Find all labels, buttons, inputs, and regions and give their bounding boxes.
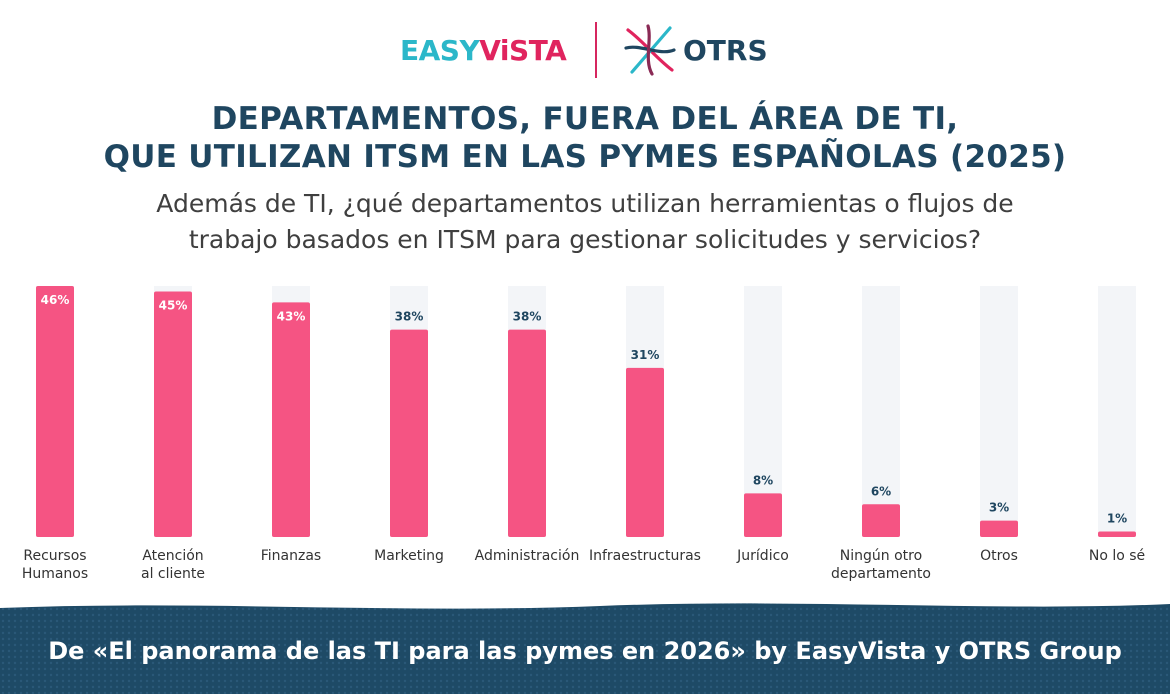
category-label: No lo sé	[1089, 548, 1145, 564]
logo-divider	[595, 22, 597, 78]
category-label: al cliente	[141, 566, 205, 582]
bar-value-label: 38%	[513, 310, 542, 324]
bar-chart: 46% Recursos Humanos 45% Atención al cliente 4…	[22, 286, 1145, 582]
bar-value-label: 31%	[631, 348, 660, 362]
bar-value-label: 43%	[277, 309, 306, 323]
category-label: Jurídico	[736, 548, 789, 564]
category-label: Administración	[475, 548, 580, 564]
bar	[1098, 531, 1136, 537]
title-line-1: DEPARTAMENTOS, FUERA DEL ÁREA DE TI,	[211, 101, 959, 137]
bar	[862, 504, 900, 537]
bar-track	[1098, 286, 1136, 537]
bar	[272, 302, 310, 537]
category-label: Otros	[980, 548, 1018, 564]
bar	[508, 329, 546, 537]
otrs-logo-text: OTRS	[683, 34, 768, 67]
bar-value-label: 45%	[159, 298, 188, 312]
bar-value-label: 3%	[989, 501, 1009, 515]
subtitle-line-2: trabajo basados en ITSM para gestionar s…	[188, 225, 982, 254]
category-label: Infraestructuras	[589, 548, 701, 564]
footer-banner	[0, 603, 1170, 694]
bar-value-label: 6%	[871, 484, 891, 498]
bar-value-label: 1%	[1107, 512, 1127, 526]
category-label: departamento	[831, 566, 931, 582]
page-subtitle: Además de TI, ¿qué departamentos utiliza…	[0, 186, 1170, 258]
bar	[744, 493, 782, 537]
bar	[980, 520, 1018, 537]
bar-value-label: 8%	[753, 473, 773, 487]
category-label: Atención	[142, 548, 203, 564]
bar-track	[862, 286, 900, 537]
category-label: Recursos	[23, 548, 86, 564]
category-label: Humanos	[22, 566, 88, 582]
subtitle-line-1: Además de TI, ¿qué departamentos utiliza…	[156, 189, 1014, 218]
bar	[154, 291, 192, 537]
category-label: Ningún otro	[840, 548, 922, 564]
category-label: Finanzas	[261, 548, 321, 564]
page-title: DEPARTAMENTOS, FUERA DEL ÁREA DE TI, QUE…	[0, 100, 1170, 176]
title-line-2: QUE UTILIZAN ITSM EN LAS PYMES ESPAÑOLAS…	[103, 139, 1067, 175]
bar	[36, 286, 74, 537]
bar	[626, 367, 664, 537]
bar-value-label: 46%	[41, 293, 70, 307]
easyvista-logo: EASYViSTA	[400, 34, 567, 67]
footer-source-text: De «El panorama de las TI para las pymes…	[48, 637, 1122, 665]
otrs-logo-icon	[624, 24, 676, 76]
category-label: Marketing	[374, 548, 444, 564]
bar	[390, 329, 428, 537]
bar-value-label: 38%	[395, 310, 424, 324]
logos-header: EASYViSTA OTRS	[0, 20, 1170, 82]
bar-track	[980, 286, 1018, 537]
